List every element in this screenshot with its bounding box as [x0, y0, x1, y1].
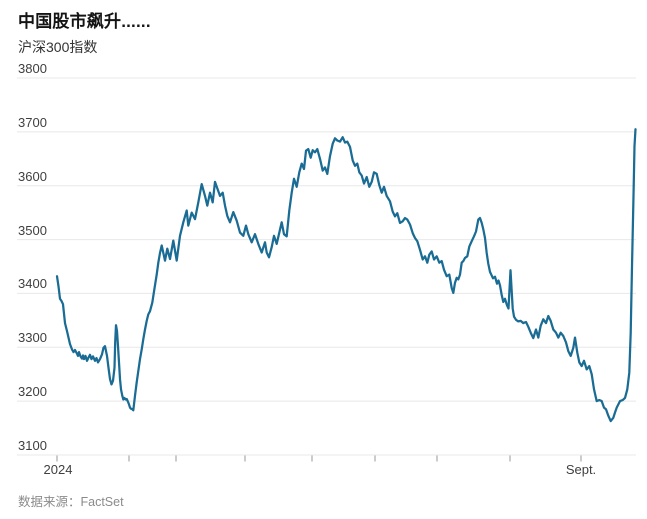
y-axis-label-3500: 3500	[18, 222, 47, 238]
y-axis-label-3600: 3600	[18, 168, 47, 184]
index-price-line	[55, 128, 637, 423]
source-attribution: 数据来源：FactSet	[18, 495, 124, 509]
x-axis-label-2024: 2024	[43, 462, 73, 477]
y-axis-label-3300: 3300	[18, 330, 47, 346]
x-axis-label-sept: Sept.	[565, 462, 597, 477]
y-axis-label-3800: 3800	[18, 61, 47, 76]
chart-subtitle: 沪深300指数	[18, 39, 98, 55]
y-axis-label-3700: 3700	[18, 114, 47, 130]
y-axis-label-3100: 3100	[18, 438, 47, 453]
y-axis-label-3400: 3400	[18, 276, 47, 292]
chart-title: 中国股市飙升......	[18, 12, 151, 31]
y-axis-label-3200: 3200	[18, 384, 47, 400]
